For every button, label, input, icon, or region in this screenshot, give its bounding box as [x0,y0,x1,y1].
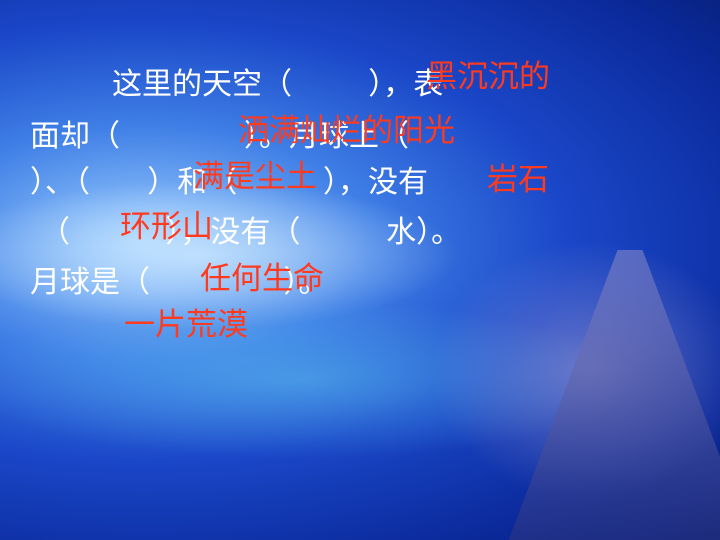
answer-text: 黑沉沉的 [426,59,550,95]
answer-text: 一片荒漠 [124,307,248,343]
answer-text: 岩石 [487,162,549,198]
answer-text: 洒满灿烂的阳光 [238,113,455,149]
sentence-line-5: 月球是（ ）。 [30,265,329,300]
sentence-line-2: 面却（ ）。月球上（ [30,119,409,154]
answer-text: 环形山 [120,209,213,245]
sentence-line-1: 这里的天空（ ），表 [112,67,444,102]
sentence-line-4: （ ），没有（ 水）。 [40,215,462,250]
answer-text: 满是尘土 [193,159,317,195]
sentence-line-3: ）、（ ）和（ ），没有 [30,165,429,200]
answer-text: 任何生命 [200,261,324,297]
